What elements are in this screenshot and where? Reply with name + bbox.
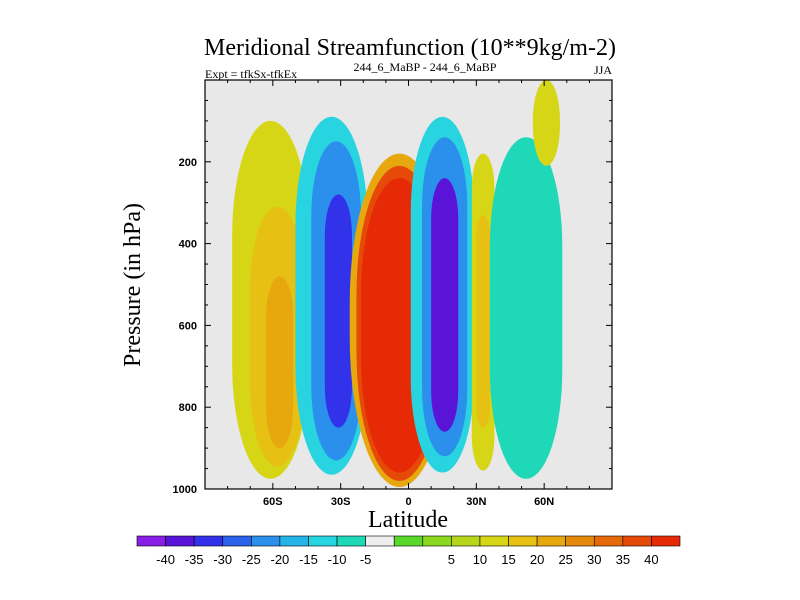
- y-tick-label: 1000: [173, 484, 197, 496]
- colorbar-box-8: [365, 535, 395, 547]
- colorbar-label: 10: [473, 552, 487, 567]
- colorbar-box-18: [651, 535, 681, 547]
- colorbar-box-17: [622, 535, 652, 547]
- y-tick-label: 800: [179, 402, 197, 414]
- x-tick-label: 0: [405, 496, 411, 508]
- colorbar-label: -30: [213, 552, 232, 567]
- colorbar-box-2: [193, 535, 224, 547]
- colorbar-box-11: [451, 535, 481, 547]
- colorbar-label: -40: [156, 552, 175, 567]
- colorbar: -40 -35 -30 -25 -20 -15 -10 -5 5 10 15 20 25 30 35 40: [136, 535, 681, 567]
- x-axis-label: Latitude: [368, 507, 448, 533]
- contour-cell-5: [324, 194, 352, 428]
- colorbar-box-3: [222, 535, 252, 547]
- contour-cell-14: [489, 137, 563, 479]
- contour-cell-11: [431, 178, 459, 432]
- colorbar-label: 5: [448, 552, 455, 567]
- colorbar-box-13: [508, 535, 538, 547]
- contour-cell-15: [532, 80, 560, 166]
- colorbar-box-6: [308, 535, 338, 547]
- colorbar-label: 40: [644, 552, 658, 567]
- colorbar-label: -5: [360, 552, 372, 567]
- colorbar-box-15: [565, 535, 595, 547]
- subtitle-right: JJA: [594, 63, 612, 77]
- colorbar-box-7: [336, 535, 366, 547]
- colorbar-label: -20: [270, 552, 289, 567]
- contour-cell-13: [476, 214, 490, 428]
- y-axis-label: Pressure (in hPa): [120, 203, 146, 367]
- colorbar-label: 20: [530, 552, 544, 567]
- chart-title: Meridional Streamfunction (10**9kg/m-2): [204, 35, 616, 61]
- colorbar-label: 15: [501, 552, 515, 567]
- colorbar-label: 35: [616, 552, 630, 567]
- axis-ticks: 60S 30S 0 30N 60N 200 400 600 800 1000: [173, 80, 612, 508]
- y-tick-label: 200: [179, 157, 197, 169]
- colorbar-box-9: [393, 535, 424, 547]
- colorbar-box-12: [479, 535, 509, 547]
- colorbar-label: -25: [242, 552, 261, 567]
- colorbar-box-5: [279, 535, 309, 547]
- colorbar-box-4: [251, 535, 281, 547]
- colorbar-box-0: [136, 535, 166, 547]
- contour-cell-2: [266, 276, 294, 449]
- colorbar-label: -35: [185, 552, 204, 567]
- y-tick-label: 600: [179, 320, 197, 332]
- x-tick-label: 30N: [466, 496, 486, 508]
- colorbar-label: 30: [587, 552, 601, 567]
- colorbar-box-1: [165, 535, 195, 547]
- subtitle-left: Expt = tfkSx-tfkEx: [205, 67, 297, 81]
- colorbar-box-10: [422, 535, 452, 547]
- x-tick-label: 60S: [263, 496, 283, 508]
- colorbar-label: -15: [299, 552, 318, 567]
- contour-layer: [232, 80, 563, 487]
- x-tick-label: 30S: [331, 496, 351, 508]
- colorbar-box-14: [536, 535, 566, 547]
- colorbar-label: -10: [328, 552, 347, 567]
- y-tick-label: 400: [179, 239, 197, 251]
- colorbar-box-16: [593, 535, 624, 547]
- colorbar-label: 25: [558, 552, 572, 567]
- x-tick-label: 60N: [534, 496, 554, 508]
- subtitle-center: 244_6_MaBP - 244_6_MaBP: [354, 60, 497, 74]
